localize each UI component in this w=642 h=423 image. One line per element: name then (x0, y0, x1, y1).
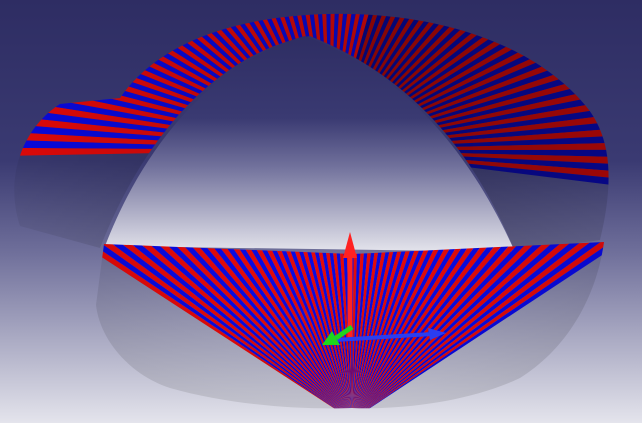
strip-inner-opening (105, 36, 515, 252)
y-axis-arrowhead (322, 331, 340, 345)
x-axis-arrowhead (428, 328, 446, 340)
y-axis-line (334, 324, 354, 341)
x-axis-line (334, 332, 433, 342)
z-axis-arrowhead (343, 232, 357, 258)
axes-triad[interactable] (322, 232, 446, 345)
